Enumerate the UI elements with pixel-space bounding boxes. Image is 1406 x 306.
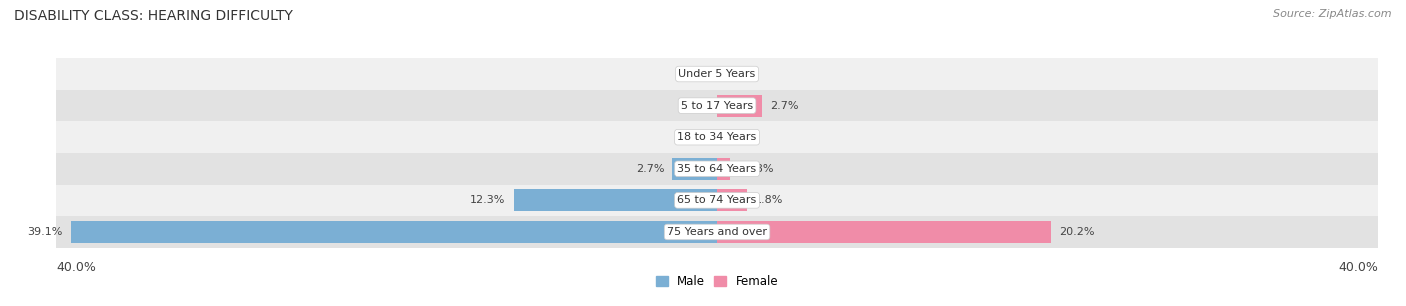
Text: 75 Years and over: 75 Years and over [666,227,768,237]
Text: DISABILITY CLASS: HEARING DIFFICULTY: DISABILITY CLASS: HEARING DIFFICULTY [14,9,292,23]
Text: Under 5 Years: Under 5 Years [679,69,755,79]
Text: 2.7%: 2.7% [636,164,664,174]
Text: 65 to 74 Years: 65 to 74 Years [678,195,756,205]
Text: 0.0%: 0.0% [681,132,709,142]
Text: 0.0%: 0.0% [725,132,754,142]
Bar [56,185,1378,216]
Bar [56,90,1378,121]
Text: 12.3%: 12.3% [470,195,506,205]
Bar [717,189,747,211]
Bar [672,158,717,180]
Text: 5 to 17 Years: 5 to 17 Years [681,101,754,111]
Bar [72,221,717,243]
Text: 39.1%: 39.1% [28,227,63,237]
Text: 35 to 64 Years: 35 to 64 Years [678,164,756,174]
Text: 40.0%: 40.0% [1339,261,1378,274]
Bar [56,153,1378,185]
Bar [717,158,730,180]
Bar [56,216,1378,248]
Text: 20.2%: 20.2% [1059,227,1094,237]
Bar [56,58,1378,90]
Text: 18 to 34 Years: 18 to 34 Years [678,132,756,142]
Bar [56,121,1378,153]
Text: 1.8%: 1.8% [755,195,783,205]
Text: 40.0%: 40.0% [56,261,96,274]
Text: 0.0%: 0.0% [681,69,709,79]
Text: Source: ZipAtlas.com: Source: ZipAtlas.com [1274,9,1392,19]
Bar [513,189,717,211]
Text: 0.78%: 0.78% [738,164,773,174]
Text: 2.7%: 2.7% [770,101,799,111]
Text: 0.0%: 0.0% [681,101,709,111]
Bar [717,221,1050,243]
Legend: Male, Female: Male, Female [655,275,779,288]
Bar [717,95,762,117]
Text: 0.0%: 0.0% [725,69,754,79]
